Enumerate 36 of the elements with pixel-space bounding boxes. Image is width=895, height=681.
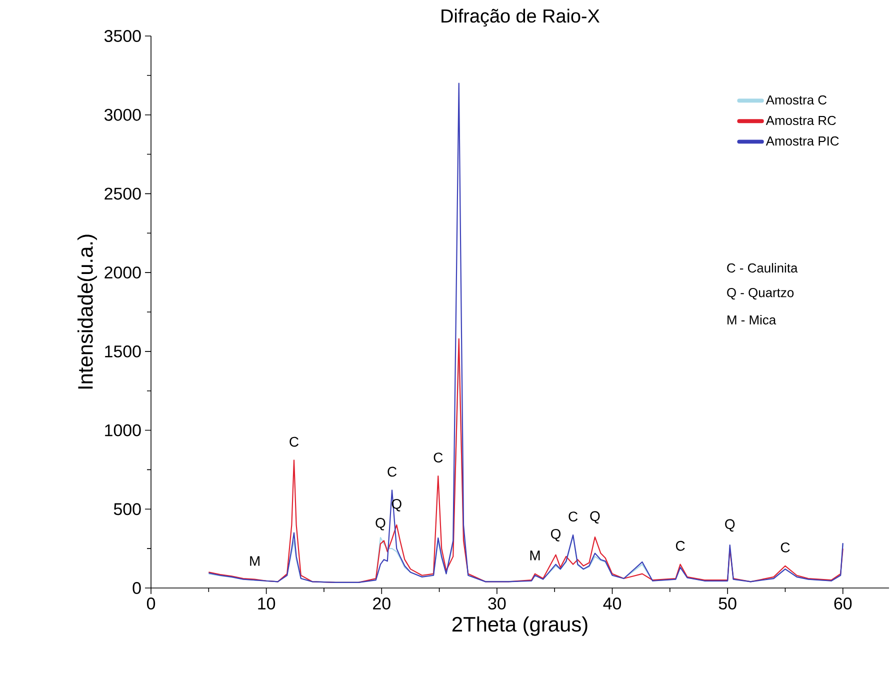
annotation: Q <box>590 511 600 524</box>
annotation: C <box>568 512 578 522</box>
annotation: Q - Quartzo <box>727 288 794 300</box>
annotation: Q <box>550 528 561 542</box>
y-tick-label: 0 <box>132 582 141 594</box>
annotation: M - Mica <box>728 314 776 324</box>
annotation: Q <box>376 518 386 530</box>
x-axis-title: 2Theta (graus) <box>452 616 588 636</box>
x-tick-label: 60 <box>834 598 852 610</box>
y-tick-label: 2500 <box>104 188 141 200</box>
annotation: C <box>388 466 397 477</box>
annotation: C <box>290 436 299 447</box>
x-tick-label: 10 <box>258 598 276 610</box>
y-tick-label: 3500 <box>104 30 141 42</box>
annotation: Q <box>725 519 735 532</box>
annotation: C <box>434 452 443 462</box>
annotation: C - Caulinita <box>727 263 798 273</box>
annotation: M <box>250 556 260 566</box>
y-tick-label: 1000 <box>105 424 141 436</box>
x-tick-label: 30 <box>488 598 506 610</box>
chart-title: Difração de Raio-X <box>442 8 600 26</box>
annotation: M <box>530 550 540 560</box>
x-tick-label: 50 <box>718 598 736 610</box>
y-tick-label: 500 <box>114 503 141 516</box>
y-tick-label: 2000 <box>104 266 141 279</box>
legend-label: Amostra RC <box>766 116 836 126</box>
x-tick-label: 40 <box>603 598 622 610</box>
x-tick-label: 0 <box>146 598 156 610</box>
annotation: C <box>676 540 685 551</box>
y-tick-label: 1500 <box>105 345 141 358</box>
y-axis-title: Intensidade(u.a.) <box>77 234 97 389</box>
x-tick-label: 20 <box>373 598 390 610</box>
legend-label: Amostra PIC <box>766 136 839 146</box>
annotation: C <box>780 542 790 552</box>
y-tick-label: 3000 <box>104 108 141 121</box>
legend-label: Amostra C <box>766 95 827 105</box>
